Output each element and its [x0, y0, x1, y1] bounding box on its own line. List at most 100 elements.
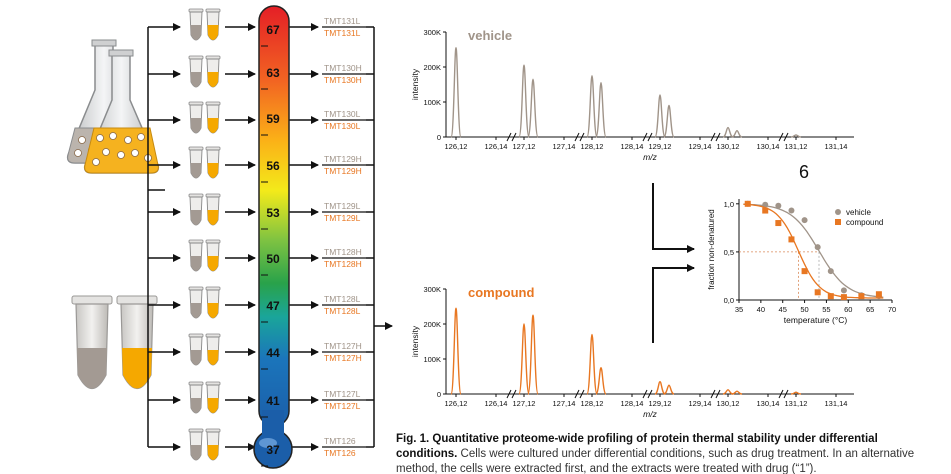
legend-marker-vehicle — [835, 209, 841, 215]
temperature-row: TMT128L TMT128L — [148, 286, 374, 319]
x-tick-label: 127,14 — [553, 399, 576, 408]
tube-liquid — [207, 256, 219, 271]
thermometer-scale: 67 63 59 56 53 50 47 44 41 37 — [261, 23, 280, 467]
melting-curve-chart: 35 40 45 50 55 60 65 70 0,0 0,5 1,0 temperature (°C… — [707, 199, 896, 325]
sample-tube-vehicle — [188, 428, 204, 461]
tube-liquid — [190, 210, 202, 225]
tube-liquid — [207, 210, 219, 225]
sample-tube-vehicle — [188, 286, 204, 319]
temperature-row: TMT129L TMT129L — [148, 193, 374, 226]
temperature-label: 41 — [266, 394, 280, 408]
temperature-label: 63 — [266, 66, 280, 80]
y-tick-label: 1,0 — [724, 200, 734, 209]
tmt-label-vehicle: TMT131L — [324, 16, 361, 26]
legend-label-compound: compound — [846, 218, 883, 227]
x-tick-label: 127,12 — [513, 142, 536, 151]
x-tick-label: 131,14 — [825, 142, 848, 151]
x-tick-label: 127,14 — [553, 142, 576, 151]
spectrum-peak — [595, 367, 607, 395]
x-tick-label: 131,14 — [825, 399, 848, 408]
tube-liquid — [190, 445, 202, 460]
sample-tube-vehicle — [188, 55, 204, 88]
spectrum-peak — [790, 391, 802, 395]
x-tick-label: 40 — [757, 305, 765, 314]
temperature-label: 47 — [266, 299, 280, 313]
x-tick-label: 35 — [735, 305, 743, 314]
tmt-label-compound: TMT129L — [324, 213, 361, 223]
tube-liquid — [207, 445, 219, 460]
tmt-label-compound: TMT130H — [324, 75, 362, 85]
data-point-compound — [744, 200, 751, 207]
spectrum-peak — [518, 64, 530, 138]
y-tick-label: 100K — [423, 355, 441, 364]
spectrum-peak — [731, 390, 743, 395]
temperature-row: TMT126 TMT126 — [148, 428, 374, 461]
spectrum-peak — [450, 47, 462, 138]
temperature-label: 67 — [266, 23, 280, 37]
sample-tube-compound — [205, 55, 221, 88]
axis-break — [574, 389, 585, 399]
tube-liquid — [207, 303, 219, 318]
temperature-label: 50 — [266, 252, 280, 266]
temperature-row: TMT130L TMT130L — [148, 101, 374, 134]
sample-tube-vehicle — [188, 8, 204, 41]
spectrum-peak — [663, 104, 675, 138]
branching-bracket — [147, 27, 165, 447]
sample-tube-vehicle — [188, 239, 204, 272]
sample-tube-compound — [205, 193, 221, 226]
tube-liquid — [207, 163, 219, 178]
tmt-label-compound: TMT127L — [324, 401, 361, 411]
data-point-vehicle — [762, 201, 769, 208]
data-point-compound — [814, 289, 821, 296]
data-point-vehicle — [827, 268, 834, 275]
tube-liquid — [190, 256, 202, 271]
tube-compound-large — [116, 295, 158, 390]
data-point-vehicle — [814, 244, 821, 251]
data-point-vehicle — [788, 207, 795, 214]
axis-break — [642, 389, 653, 399]
x-tick-label: 129,14 — [689, 142, 712, 151]
tube-liquid — [190, 118, 202, 133]
sample-tube-compound — [205, 101, 221, 134]
tmt-label-vehicle: TMT129H — [324, 154, 362, 164]
spectrum-peak — [450, 307, 462, 395]
y-tick-label: 100K — [423, 98, 441, 107]
data-point-compound — [875, 291, 882, 298]
x-tick-label: 70 — [888, 305, 896, 314]
data-point-compound — [775, 220, 782, 227]
tube-liquid — [190, 25, 202, 40]
spectrum-peak — [586, 75, 598, 138]
x-tick-label: 130,14 — [757, 399, 780, 408]
sample-tube-compound — [205, 381, 221, 414]
spectrum-title: compound — [468, 285, 534, 300]
spectrum-peak — [527, 78, 539, 138]
y-tick-label: 200K — [423, 320, 441, 329]
caption-title: Fig. 1. Quantitative proteome-wide profi… — [396, 433, 878, 460]
temperature-label: 56 — [266, 159, 280, 173]
tmt-label-vehicle: TMT126 — [324, 436, 356, 446]
y-axis-label: intensity — [410, 325, 420, 357]
tube-liquid — [190, 163, 202, 178]
temperature-label: 53 — [266, 206, 280, 220]
sample-tube-compound — [205, 239, 221, 272]
sample-tube-compound — [205, 333, 221, 366]
y-tick-label: 0 — [437, 390, 441, 399]
pooling-bracket — [373, 27, 393, 447]
sample-tube-vehicle — [188, 193, 204, 226]
tube-liquid — [207, 118, 219, 133]
spectrum-title: vehicle — [468, 28, 512, 43]
x-tick-label: 126,12 — [445, 399, 468, 408]
tube-liquid — [190, 303, 202, 318]
x-tick-label: 55 — [822, 305, 830, 314]
data-point-compound — [762, 207, 769, 214]
spectrum-peak — [654, 381, 666, 395]
spectrum-peak — [518, 323, 530, 395]
data-point-vehicle — [801, 217, 808, 224]
temperature-row: TMT127H TMT127H — [148, 333, 374, 366]
x-tick-label: 129,14 — [689, 399, 712, 408]
tmt-label-compound: TMT130L — [324, 121, 361, 131]
y-tick-label: 0 — [437, 133, 441, 142]
x-tick-label: 129,12 — [649, 142, 672, 151]
x-tick-label: 65 — [866, 305, 874, 314]
tmt-label-vehicle: TMT129L — [324, 201, 361, 211]
